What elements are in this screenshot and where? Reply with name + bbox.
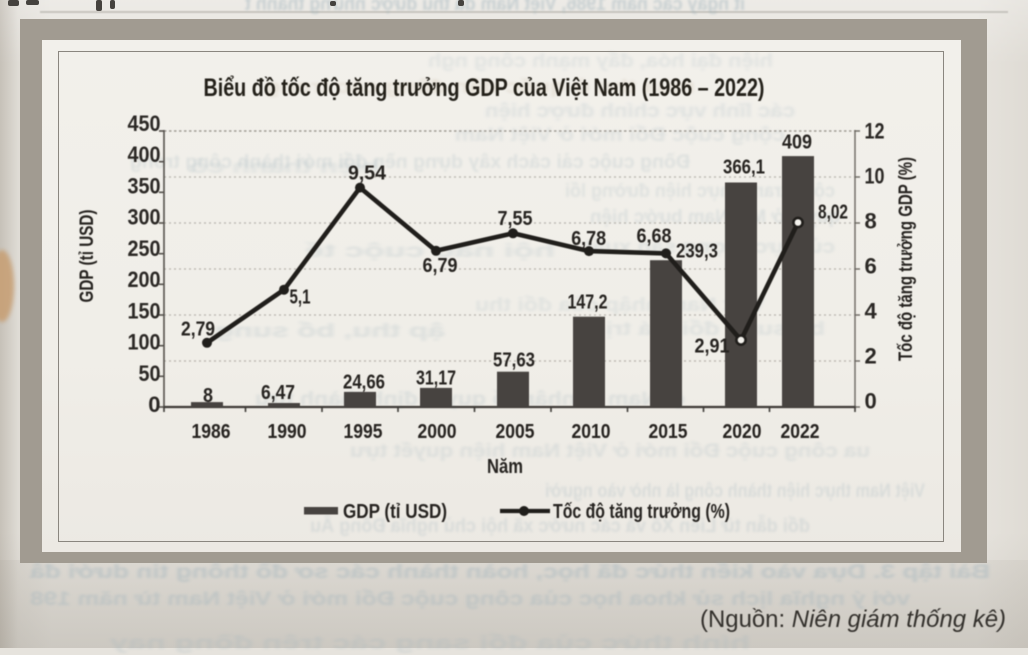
svg-text:Tốc độ tăng trưởng (%): Tốc độ tăng trưởng (%): [553, 501, 730, 523]
svg-text:24,66: 24,66: [343, 372, 385, 394]
svg-text:GDP (tỉ USD): GDP (tỉ USD): [77, 210, 98, 303]
svg-text:2,91: 2,91: [695, 336, 730, 358]
svg-text:6,78: 6,78: [571, 228, 606, 250]
svg-text:0: 0: [148, 392, 160, 417]
svg-text:147,2: 147,2: [568, 292, 608, 314]
svg-text:6,79: 6,79: [423, 255, 458, 277]
svg-text:1990: 1990: [268, 421, 307, 443]
svg-text:8: 8: [865, 209, 877, 234]
svg-text:2015: 2015: [649, 421, 688, 443]
svg-text:Năm: Năm: [487, 456, 523, 478]
svg-text:300: 300: [128, 205, 161, 230]
svg-text:(Nguồn: Niên giám thống kê): (Nguồn: Niên giám thống kê): [700, 606, 1006, 633]
svg-text:100: 100: [128, 330, 161, 355]
svg-text:8,02: 8,02: [818, 202, 848, 224]
svg-text:6: 6: [865, 254, 877, 279]
svg-text:2000: 2000: [418, 421, 457, 443]
svg-text:366,1: 366,1: [723, 157, 765, 179]
svg-text:0: 0: [865, 389, 877, 414]
svg-text:31,17: 31,17: [416, 368, 456, 390]
svg-text:50: 50: [139, 361, 161, 386]
svg-text:8: 8: [203, 385, 213, 407]
svg-text:2,79: 2,79: [181, 319, 215, 341]
svg-text:2010: 2010: [572, 421, 611, 443]
svg-text:Tốc độ tăng trưởng GDP (%): Tốc độ tăng trưởng GDP (%): [896, 157, 917, 361]
svg-text:9,54: 9,54: [348, 163, 387, 185]
svg-text:350: 350: [128, 173, 161, 198]
svg-text:150: 150: [128, 298, 161, 323]
svg-text:1986: 1986: [192, 421, 231, 443]
svg-text:2022: 2022: [781, 421, 820, 443]
svg-text:10: 10: [865, 164, 885, 189]
svg-text:400: 400: [128, 142, 161, 167]
svg-text:GDP (tỉ USD): GDP (tỉ USD): [343, 501, 447, 523]
svg-text:6,68: 6,68: [637, 226, 672, 248]
svg-text:409: 409: [782, 132, 812, 154]
svg-text:7,55: 7,55: [498, 208, 533, 230]
svg-text:6,47: 6,47: [261, 382, 295, 404]
svg-text:57,63: 57,63: [493, 350, 535, 372]
svg-text:250: 250: [128, 236, 161, 261]
svg-text:2: 2: [865, 344, 877, 369]
svg-text:2005: 2005: [496, 421, 535, 443]
svg-text:12: 12: [865, 119, 885, 144]
svg-text:239,3: 239,3: [676, 241, 718, 263]
svg-text:2020: 2020: [723, 421, 762, 443]
svg-text:4: 4: [865, 299, 878, 324]
svg-text:5,1: 5,1: [290, 287, 311, 309]
svg-text:200: 200: [128, 267, 161, 292]
svg-text:450: 450: [128, 111, 161, 136]
svg-text:1995: 1995: [344, 421, 383, 443]
svg-text:Biểu đồ tốc độ tăng trưởng GDP: Biểu đồ tốc độ tăng trưởng GDP của Việt …: [204, 74, 765, 102]
